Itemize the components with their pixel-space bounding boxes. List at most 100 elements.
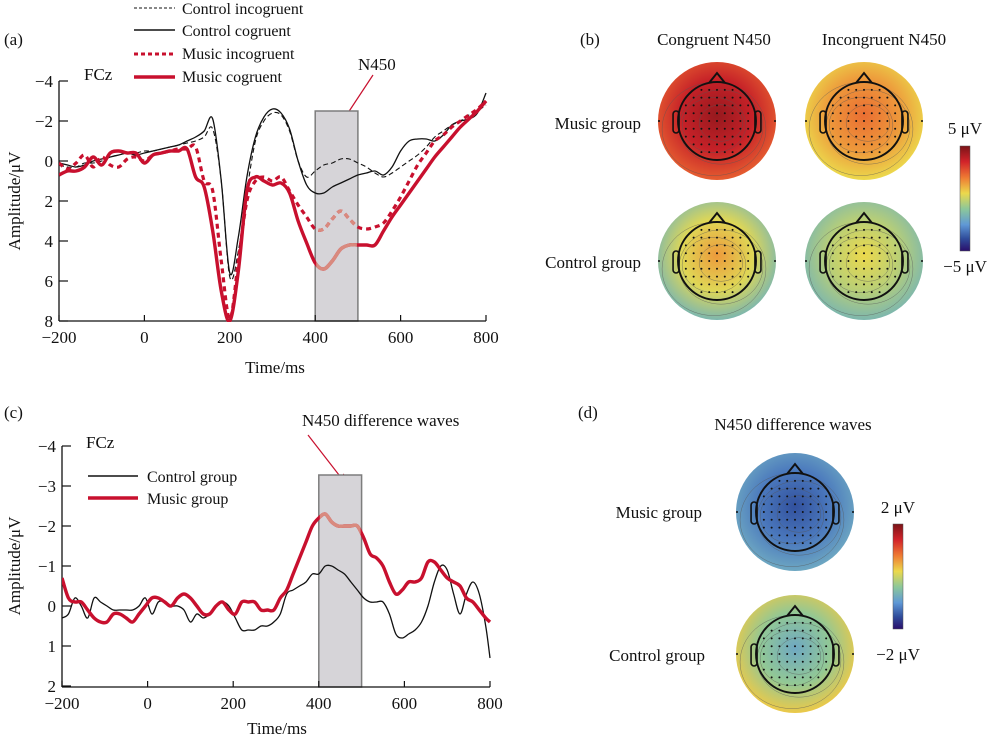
- row-label-control-d: Control group: [609, 646, 705, 665]
- electrode: [716, 88, 718, 91]
- legend-label-control-congruent: Control cogruent: [182, 23, 291, 40]
- row-label-control-b: Control group: [545, 253, 641, 272]
- topo-maps-b: [658, 62, 923, 320]
- electrode: [794, 676, 796, 679]
- electrode: [878, 143, 881, 146]
- electrode: [770, 660, 773, 663]
- series-line-control-incogruent: [59, 104, 487, 281]
- electrode: [878, 96, 881, 99]
- electrode: [700, 135, 703, 138]
- electrode: [825, 495, 828, 498]
- topo-control-group-incongruent-n450: [805, 202, 923, 320]
- electrode: [886, 267, 889, 270]
- electrode: [736, 653, 738, 655]
- electrode: [825, 637, 828, 640]
- legend-a: Control incogruent Control cogruent Musi…: [134, 1, 304, 86]
- electrode: [770, 518, 773, 521]
- electrode: [878, 252, 881, 255]
- nose-icon: [855, 211, 873, 224]
- electrode: [878, 275, 881, 278]
- axes-a: −4 −2 0 2 4 6 8−200 0 200 400 600 800: [35, 72, 499, 347]
- x-tick-label: 600: [388, 328, 414, 347]
- electrode: [863, 127, 865, 130]
- electrode: [801, 668, 804, 671]
- electrode: [778, 495, 781, 498]
- electrode: [878, 127, 881, 130]
- electrode: [852, 653, 854, 655]
- y-axis-label-c: Amplitude/μV: [5, 516, 24, 616]
- electrode: [894, 120, 897, 122]
- electrode: [839, 135, 842, 138]
- electrode: [700, 228, 703, 231]
- n450-time-window-c: [318, 474, 363, 688]
- electrode: [778, 645, 781, 648]
- electrode: [762, 526, 765, 529]
- x-tick-label: 200: [217, 328, 243, 347]
- electrode: [801, 542, 804, 545]
- electrode: [731, 88, 734, 91]
- electrode: [708, 151, 711, 154]
- electrode: [870, 267, 873, 270]
- y-tick-label: −2: [38, 517, 56, 536]
- head-outline: [677, 221, 757, 301]
- electrode: [886, 143, 889, 146]
- electrode: [863, 260, 865, 262]
- right-ear-icon: [754, 250, 762, 274]
- head-outline: [824, 81, 904, 161]
- electrode: [839, 112, 842, 115]
- electrode: [786, 668, 789, 671]
- electrode: [825, 645, 828, 648]
- x-tick-label: 400: [302, 328, 328, 347]
- electrode: [878, 283, 881, 286]
- y-tick-label: −1: [38, 557, 56, 576]
- electrode: [855, 135, 858, 138]
- electrode: [770, 503, 773, 506]
- electrode: [801, 621, 804, 624]
- contour-line: [681, 97, 747, 153]
- left-ear-icon: [672, 110, 680, 134]
- electrode: [878, 267, 881, 270]
- nose-icon: [786, 604, 804, 617]
- electrode: [794, 503, 796, 506]
- electrode: [762, 503, 765, 506]
- electrode: [847, 283, 850, 286]
- n450-time-window-a: [314, 110, 359, 322]
- electrode: [747, 127, 750, 130]
- electrode: [831, 275, 834, 278]
- electrode: [716, 275, 718, 278]
- electrode: [723, 228, 726, 231]
- electrode: [716, 96, 718, 99]
- electrode: [878, 151, 881, 154]
- electrode: [870, 260, 873, 262]
- panel-d-title: N450 difference waves: [714, 415, 871, 434]
- electrode: [778, 526, 781, 529]
- electrode: [855, 291, 858, 294]
- electrode: [762, 645, 765, 648]
- electrode: [692, 104, 695, 107]
- electrode: [731, 244, 734, 247]
- row-label-music-b: Music group: [555, 114, 641, 133]
- electrode: [692, 135, 695, 138]
- electrode: [839, 143, 842, 146]
- head-outline: [824, 221, 904, 301]
- electrode: [870, 252, 873, 255]
- right-ear-icon: [754, 110, 762, 134]
- electrode: [747, 275, 750, 278]
- electrode: [684, 260, 687, 262]
- electrode: [700, 143, 703, 146]
- electrode: [794, 542, 796, 545]
- electrode: [684, 120, 687, 122]
- electrode: [847, 228, 850, 231]
- electrode: [708, 267, 711, 270]
- nose-icon: [855, 71, 873, 84]
- electrode: [786, 629, 789, 632]
- electrode: [817, 676, 820, 679]
- electrode: [658, 120, 660, 122]
- electrode: [700, 120, 703, 122]
- electrode: [716, 112, 718, 115]
- electrode: [739, 96, 742, 99]
- electrode: [770, 511, 773, 513]
- electrode: [878, 112, 881, 115]
- electrode: [855, 112, 858, 115]
- electrode: [863, 112, 865, 115]
